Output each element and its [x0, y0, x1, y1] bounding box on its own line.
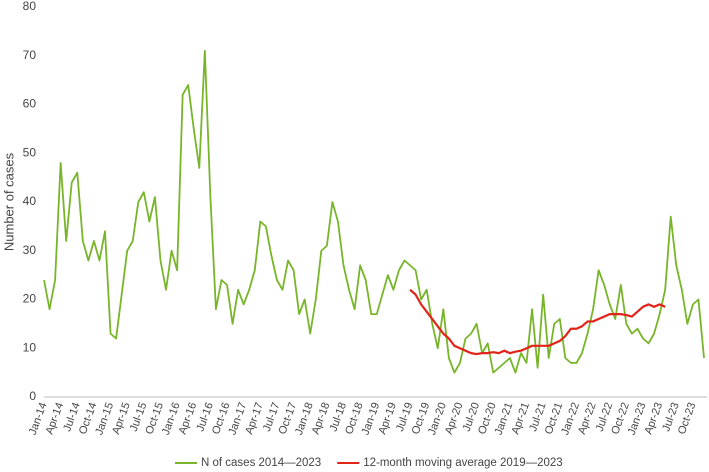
y-tick-label: 40 [23, 194, 37, 208]
series-line [409, 288, 666, 356]
y-tick-label: 0 [29, 389, 36, 403]
y-tick-label: 70 [23, 48, 37, 62]
y-tick-label: 10 [23, 340, 37, 354]
legend-label: N of cases 2014—2023 [201, 457, 321, 469]
y-axis-label: Number of cases [1, 152, 16, 251]
y-tick-label: 80 [23, 0, 37, 13]
series-line [43, 49, 705, 374]
y-tick-label: 60 [23, 97, 37, 111]
y-tick-label: 20 [23, 292, 37, 306]
legend-label: 12-month moving average 2019—2023 [363, 457, 562, 469]
y-tick-label: 30 [23, 243, 37, 257]
y-tick-label: 50 [23, 145, 37, 159]
legend: N of cases 2014—2023 12-month moving aver… [175, 457, 563, 469]
